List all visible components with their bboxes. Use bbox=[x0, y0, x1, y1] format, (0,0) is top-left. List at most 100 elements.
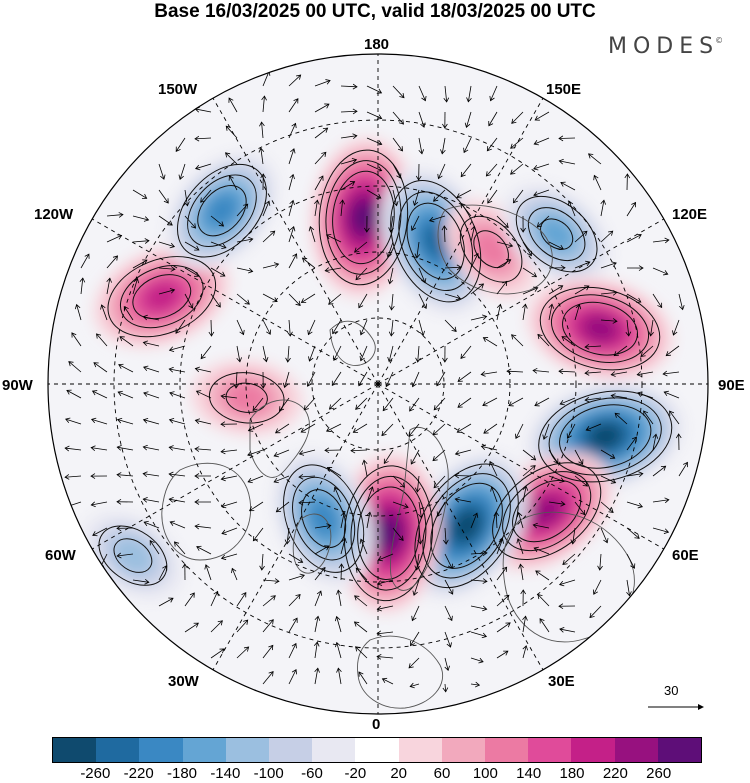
wind-vector-head bbox=[597, 565, 603, 571]
wind-vector-head bbox=[349, 181, 356, 187]
wind-vector-head bbox=[142, 417, 149, 424]
wind-vector-head bbox=[361, 459, 368, 465]
wind-vector-head bbox=[217, 620, 223, 626]
wind-vector-head bbox=[90, 445, 96, 452]
wind-vector-head bbox=[318, 175, 324, 181]
wind-vector bbox=[381, 423, 394, 436]
wind-vector bbox=[548, 304, 553, 321]
wind-vector-head bbox=[522, 645, 529, 651]
wind-vector-head bbox=[118, 212, 124, 218]
wind-vector-head bbox=[505, 259, 512, 265]
contour-line bbox=[332, 170, 395, 265]
wind-vector-head bbox=[188, 303, 194, 309]
wind-vector-head bbox=[336, 667, 342, 673]
wind-vector-head bbox=[169, 288, 176, 294]
wind-vector bbox=[363, 460, 368, 477]
brand-logo: MODES© bbox=[608, 34, 727, 59]
wind-vector bbox=[433, 397, 446, 411]
wind-vector bbox=[626, 527, 640, 539]
wind-vector bbox=[236, 592, 247, 607]
wind-vector-head bbox=[383, 458, 389, 465]
wind-vector-head bbox=[520, 227, 526, 233]
wind-vector bbox=[533, 163, 550, 170]
wind-vector bbox=[643, 410, 654, 425]
wind-vector-head bbox=[200, 353, 206, 360]
wind-vector-head bbox=[634, 533, 640, 539]
wind-vector bbox=[80, 253, 90, 269]
wind-vector-head bbox=[542, 434, 548, 440]
wind-vector-head bbox=[558, 580, 565, 587]
wind-vector-head bbox=[265, 200, 271, 206]
wind-vector-head bbox=[273, 477, 279, 484]
wind-vector bbox=[288, 617, 298, 633]
wind-vector-head bbox=[447, 563, 453, 570]
wind-vector bbox=[169, 368, 186, 373]
wind-vector-head bbox=[215, 302, 221, 308]
wind-vector-head bbox=[530, 455, 537, 461]
wind-vector bbox=[640, 345, 654, 357]
wind-vector-head bbox=[566, 433, 572, 439]
wind-vector-head bbox=[410, 459, 416, 465]
wind-vector-head bbox=[142, 259, 148, 265]
wind-vector-head bbox=[679, 304, 685, 311]
colorbar-swatch bbox=[96, 738, 140, 762]
wind-vector-head bbox=[336, 589, 342, 595]
wind-vector-head bbox=[112, 255, 119, 261]
wind-vector bbox=[210, 591, 219, 607]
wind-vector bbox=[664, 391, 680, 399]
wind-vector bbox=[288, 594, 301, 607]
wind-vector bbox=[340, 135, 357, 139]
wind-vector bbox=[158, 163, 165, 180]
wind-vector-head bbox=[142, 444, 148, 451]
wind-vector-head bbox=[314, 615, 321, 621]
wind-vector-head bbox=[182, 563, 188, 569]
wind-vector-head bbox=[485, 171, 492, 177]
wind-vector bbox=[307, 371, 316, 387]
lon-label-120e: 120E bbox=[672, 206, 708, 223]
wind-vector bbox=[360, 345, 368, 361]
brand-text: MODES bbox=[608, 34, 720, 59]
meridian-line bbox=[91, 218, 379, 385]
wind-vector-head bbox=[376, 88, 383, 94]
wind-vector-head bbox=[91, 390, 98, 396]
contour-line bbox=[548, 397, 662, 476]
wind-vector bbox=[574, 261, 590, 269]
wind-vector bbox=[409, 397, 420, 412]
wind-vector-head bbox=[208, 331, 215, 337]
wind-vector-head bbox=[451, 326, 457, 332]
wind-vector-head bbox=[441, 225, 448, 231]
wind-vector bbox=[326, 234, 342, 243]
contour-line bbox=[473, 230, 509, 269]
wind-vector-head bbox=[419, 330, 425, 337]
lon-label-30w: 30W bbox=[168, 673, 199, 690]
wind-vector bbox=[195, 108, 212, 113]
latitude-circle bbox=[179, 185, 577, 583]
wind-vector-head bbox=[414, 487, 421, 493]
colorbar-tick-label: -220 bbox=[123, 765, 154, 782]
wind-vector-head bbox=[324, 447, 330, 454]
wind-vector-head bbox=[261, 95, 267, 101]
colorbar-swatch bbox=[312, 738, 356, 762]
wind-vector bbox=[613, 345, 628, 356]
wind-vector bbox=[436, 371, 446, 386]
wind-vector bbox=[231, 568, 238, 581]
wind-vector-head bbox=[630, 563, 636, 569]
colorbar bbox=[52, 737, 702, 763]
wind-vector bbox=[558, 137, 576, 139]
wind-vector bbox=[599, 553, 602, 570]
wind-vector bbox=[600, 501, 614, 513]
wind-vector-head bbox=[355, 567, 361, 573]
wind-vector-head bbox=[593, 174, 599, 181]
wind-vector bbox=[276, 501, 290, 513]
wind-vector bbox=[158, 289, 175, 295]
wind-vector bbox=[412, 371, 420, 387]
wind-vector bbox=[93, 362, 108, 373]
wind-vector bbox=[262, 595, 276, 607]
wind-vector bbox=[533, 369, 550, 373]
wind-vector-head bbox=[290, 148, 296, 154]
wind-vector bbox=[132, 579, 149, 583]
wind-vector bbox=[106, 255, 118, 269]
wind-vector bbox=[308, 319, 316, 335]
colorbar-tick-label: -180 bbox=[166, 765, 198, 782]
wind-vector bbox=[392, 527, 404, 541]
